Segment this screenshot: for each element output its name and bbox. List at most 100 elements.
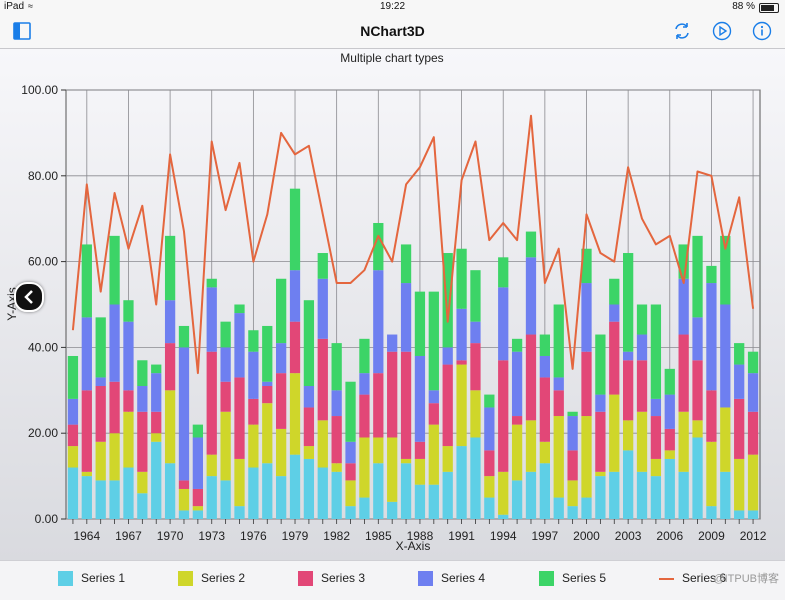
- sidebar-toggle-icon: [13, 22, 31, 40]
- bar-segment-series-3: [650, 416, 662, 459]
- bar-segment-series-5: [636, 304, 648, 335]
- bar-segment-series-3: [623, 360, 634, 421]
- bar-segment-series-5: [137, 360, 148, 387]
- bar-segment-series-4: [720, 304, 731, 408]
- x-tick-label: 1997: [532, 529, 559, 543]
- bar-segment-series-3: [276, 373, 287, 429]
- sidebar-toggle-button[interactable]: [12, 21, 32, 41]
- bar-segment-series-4: [664, 394, 675, 429]
- bar-segment-series-5: [525, 231, 537, 258]
- y-tick-label: 100.00: [21, 83, 58, 97]
- bar-segment-series-2: [484, 476, 495, 498]
- bar-segment-series-5: [178, 325, 190, 348]
- bar-segment-series-3: [95, 386, 106, 442]
- bar-segment-series-5: [151, 364, 162, 374]
- collapse-panel-button[interactable]: [14, 282, 44, 312]
- bar-segment-series-2: [359, 437, 370, 498]
- chevron-left-icon: [24, 290, 33, 304]
- bar-segment-series-1: [428, 484, 439, 519]
- bar-segment-series-3: [706, 390, 717, 442]
- bar-segment-series-5: [595, 334, 606, 395]
- bar-segment-series-4: [234, 313, 245, 378]
- bar-segment-series-5: [678, 244, 689, 279]
- bar-segment-series-5: [123, 300, 134, 322]
- battery-icon: [759, 3, 779, 13]
- refresh-button[interactable]: [672, 21, 692, 41]
- bar-segment-series-5: [706, 265, 717, 284]
- bar-segment-series-2: [456, 364, 467, 447]
- wifi-icon: ≈: [28, 1, 33, 11]
- bar-segment-series-3: [428, 403, 439, 425]
- bar-segment-series-2: [234, 458, 245, 507]
- bar-segment-series-1: [414, 484, 426, 519]
- bar-segment-series-4: [553, 377, 564, 391]
- bar-segment-series-1: [734, 510, 745, 519]
- bar-segment-series-2: [206, 454, 217, 477]
- bar-segment-series-3: [664, 428, 675, 451]
- bar-segment-series-4: [262, 381, 273, 387]
- bar-segment-series-1: [137, 493, 148, 519]
- bar-segment-series-3: [206, 351, 217, 455]
- x-tick-label: 2009: [698, 529, 725, 543]
- bar-segment-series-3: [414, 441, 426, 459]
- watermark-label: @ITPUB博客: [713, 573, 779, 585]
- bar-segment-series-2: [511, 424, 523, 481]
- bar-segment-series-4: [109, 304, 120, 382]
- bar-segment-series-2: [692, 420, 703, 438]
- bar-segment-series-4: [303, 386, 315, 408]
- bar-segment-series-4: [567, 416, 578, 451]
- bar-segment-series-3: [192, 488, 203, 507]
- bar-segment-series-3: [289, 321, 301, 374]
- bar-segment-series-3: [581, 351, 592, 417]
- bar-segment-series-4: [456, 308, 467, 361]
- bar-segment-series-2: [373, 437, 384, 464]
- bar-segment-series-4: [442, 347, 453, 365]
- bar-segment-series-5: [317, 253, 328, 279]
- bar-segment-series-5: [400, 244, 412, 284]
- chart-area: Multiple chart types 0.00 20.00 40.00 60.00…: [0, 49, 785, 560]
- bar-segment-series-2: [428, 424, 439, 485]
- bar-segment-series-5: [276, 278, 287, 344]
- y-tick-label: 40.00: [28, 340, 58, 354]
- x-tick-label: 1979: [282, 529, 309, 543]
- bar-segment-series-4: [345, 441, 356, 464]
- bar-segment-series-2: [414, 458, 426, 485]
- bar-segment-series-5: [206, 278, 217, 288]
- bar-segment-series-4: [81, 317, 92, 391]
- bar-segment-series-1: [581, 497, 592, 519]
- bar-segment-series-4: [151, 373, 162, 412]
- bar-segment-series-5: [553, 304, 564, 378]
- bar-segment-series-2: [498, 471, 509, 515]
- legend-swatch: [178, 571, 193, 586]
- bar-segment-series-1: [511, 480, 523, 519]
- x-tick-label: 2006: [656, 529, 683, 543]
- bar-segment-series-5: [95, 317, 106, 378]
- bar-segment-series-2: [289, 373, 301, 455]
- bar-segment-series-3: [164, 343, 176, 391]
- bar-segment-series-5: [359, 338, 370, 374]
- bar-segment-series-2: [734, 458, 745, 511]
- bar-segment-series-3: [81, 390, 92, 472]
- bar-segment-series-2: [553, 416, 564, 498]
- bar-segment-series-5: [248, 330, 259, 352]
- bar-segment-series-4: [67, 398, 79, 425]
- bar-segment-series-2: [67, 446, 79, 468]
- bar-segment-series-3: [442, 364, 453, 447]
- x-tick-label: 1973: [198, 529, 225, 543]
- bar-segment-series-5: [664, 368, 675, 395]
- bar-segment-series-1: [359, 497, 370, 519]
- bar-segment-series-5: [692, 235, 703, 318]
- bar-segment-series-4: [289, 270, 301, 322]
- info-button[interactable]: [752, 21, 772, 41]
- bar-segment-series-2: [650, 458, 662, 477]
- bar-segment-series-4: [609, 304, 620, 322]
- bar-segment-series-5: [609, 278, 620, 305]
- bar-segment-series-4: [498, 287, 509, 361]
- play-button[interactable]: [712, 21, 732, 41]
- bar-segment-series-3: [525, 334, 537, 421]
- bar-segment-series-5: [747, 351, 759, 374]
- bar-segment-series-4: [470, 321, 481, 344]
- x-axis-label: X-Axis: [396, 539, 431, 553]
- bar-segment-series-4: [317, 278, 328, 339]
- bar-segment-series-3: [262, 386, 273, 404]
